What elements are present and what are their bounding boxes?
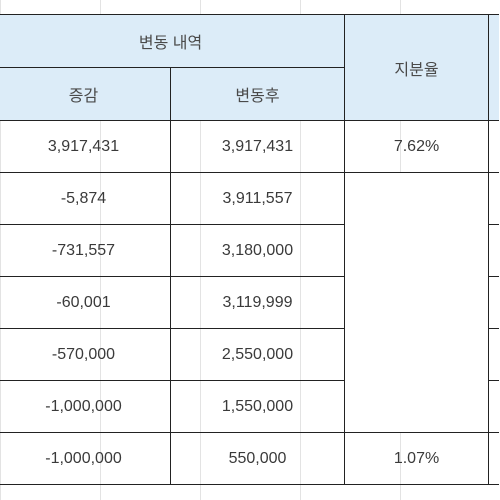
cell-ratio[interactable]: 1.07% xyxy=(344,432,490,485)
cell-after[interactable]: 3,119,999 xyxy=(169,276,346,329)
cell-after[interactable]: 3,180,000 xyxy=(169,224,346,277)
header-next-column[interactable] xyxy=(488,14,499,121)
cell-change[interactable]: -1,000,000 xyxy=(0,432,171,485)
table-row: -570,000 2,550,000 xyxy=(0,328,499,381)
cell-after[interactable]: 2,550,000 xyxy=(169,328,346,381)
cell-next[interactable] xyxy=(488,276,499,329)
header-ownership-ratio[interactable]: 지분율 xyxy=(344,14,490,121)
cell-after[interactable]: 1,550,000 xyxy=(169,380,346,433)
table-row: -1,000,000 1,550,000 xyxy=(0,380,499,433)
cell-ratio[interactable]: 7.62% xyxy=(344,120,490,173)
header-change-details[interactable]: 변동 내역 xyxy=(0,14,346,68)
shareholding-change-table: 변동 내역 지분율 증감 변동후 3,917,431 3,917,431 7.6… xyxy=(0,14,499,485)
cell-next[interactable] xyxy=(488,432,499,485)
cell-ratio-merged[interactable] xyxy=(344,172,490,433)
cell-after[interactable]: 3,911,557 xyxy=(169,172,346,225)
cell-change[interactable]: -60,001 xyxy=(0,276,171,329)
cell-change[interactable]: -570,000 xyxy=(0,328,171,381)
cell-change[interactable]: 3,917,431 xyxy=(0,120,171,173)
cell-next[interactable] xyxy=(488,172,499,225)
header-change-amount[interactable]: 증감 xyxy=(0,67,171,121)
cell-change[interactable]: -5,874 xyxy=(0,172,171,225)
cell-change[interactable]: -731,557 xyxy=(0,224,171,277)
table-row: -60,001 3,119,999 xyxy=(0,276,499,329)
table-row: 3,917,431 3,917,431 7.62% xyxy=(0,120,499,173)
cell-change[interactable]: -1,000,000 xyxy=(0,380,171,433)
cell-after[interactable]: 3,917,431 xyxy=(169,120,346,173)
cell-next[interactable] xyxy=(488,380,499,433)
table-row: -1,000,000 550,000 1.07% xyxy=(0,432,499,485)
cell-next[interactable] xyxy=(488,120,499,173)
table-row: -5,874 3,911,557 xyxy=(0,172,499,433)
cell-next[interactable] xyxy=(488,224,499,277)
cell-after[interactable]: 550,000 xyxy=(169,432,346,485)
cell-next[interactable] xyxy=(488,328,499,381)
table-row: -731,557 3,180,000 xyxy=(0,224,499,277)
header-after-change[interactable]: 변동후 xyxy=(169,67,346,121)
